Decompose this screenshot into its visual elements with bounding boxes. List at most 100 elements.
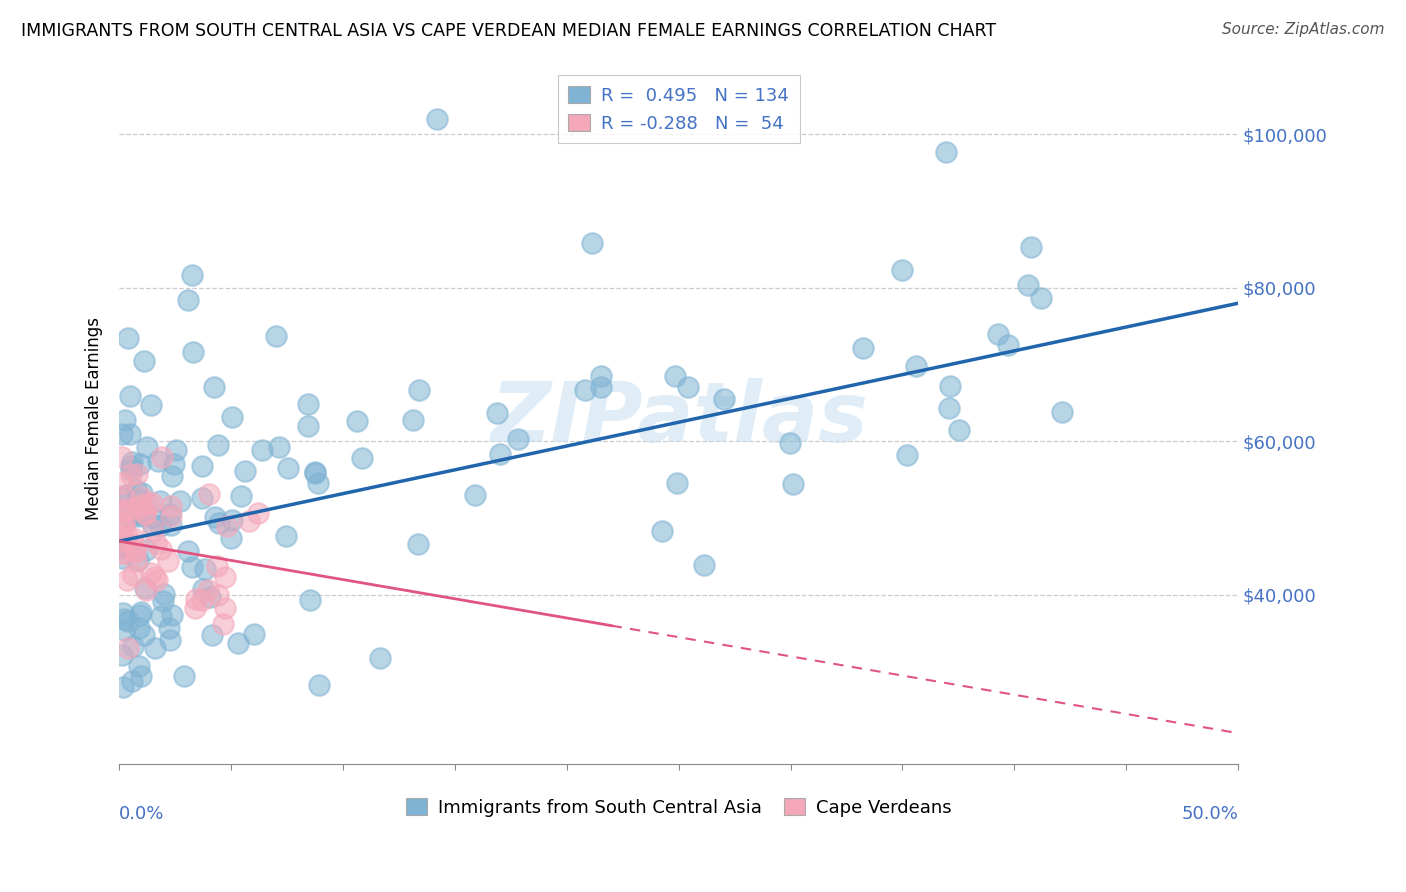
Point xyxy=(191,458,214,473)
Point xyxy=(145,536,167,550)
Point xyxy=(129,490,152,504)
Point xyxy=(112,612,135,626)
Point xyxy=(214,600,236,615)
Point xyxy=(589,369,612,384)
Point xyxy=(779,436,801,450)
Point xyxy=(426,112,449,126)
Point xyxy=(110,475,132,490)
Point xyxy=(114,623,136,637)
Point xyxy=(489,447,512,461)
Point xyxy=(122,538,145,552)
Point xyxy=(134,581,156,595)
Point xyxy=(184,601,207,615)
Point xyxy=(115,529,138,543)
Point xyxy=(152,594,174,608)
Point xyxy=(214,569,236,583)
Point xyxy=(125,492,148,507)
Point xyxy=(207,437,229,451)
Point xyxy=(1017,277,1039,292)
Legend: Immigrants from South Central Asia, Cape Verdeans: Immigrants from South Central Asia, Cape… xyxy=(398,790,959,824)
Point xyxy=(231,489,253,503)
Point xyxy=(110,546,132,560)
Point xyxy=(110,551,132,566)
Text: IMMIGRANTS FROM SOUTH CENTRAL ASIA VS CAPE VERDEAN MEDIAN FEMALE EARNINGS CORREL: IMMIGRANTS FROM SOUTH CENTRAL ASIA VS CA… xyxy=(21,22,997,40)
Point xyxy=(143,641,166,656)
Point xyxy=(226,636,249,650)
Point xyxy=(112,606,135,620)
Point xyxy=(202,380,225,394)
Point xyxy=(350,451,373,466)
Point xyxy=(110,450,132,464)
Point xyxy=(713,392,735,406)
Point xyxy=(149,493,172,508)
Point xyxy=(160,509,183,524)
Point xyxy=(135,582,157,597)
Point xyxy=(142,524,165,538)
Point xyxy=(152,587,174,601)
Point xyxy=(112,516,135,530)
Point xyxy=(169,494,191,508)
Point xyxy=(120,510,142,524)
Point xyxy=(1050,405,1073,419)
Point xyxy=(110,519,132,533)
Point xyxy=(110,505,132,519)
Point xyxy=(110,533,132,547)
Text: ZIPatlas: ZIPatlas xyxy=(489,378,868,458)
Point xyxy=(939,379,962,393)
Point xyxy=(905,359,928,374)
Point xyxy=(111,490,134,504)
Point xyxy=(304,465,326,479)
Point xyxy=(141,496,163,510)
Point xyxy=(115,488,138,502)
Point xyxy=(464,488,486,502)
Point xyxy=(181,344,204,359)
Point xyxy=(368,650,391,665)
Point xyxy=(120,426,142,441)
Point xyxy=(221,513,243,527)
Point xyxy=(129,498,152,512)
Point xyxy=(112,490,135,504)
Point xyxy=(692,558,714,573)
Point xyxy=(135,440,157,454)
Point xyxy=(111,680,134,694)
Point xyxy=(110,503,132,517)
Text: 0.0%: 0.0% xyxy=(120,805,165,823)
Point xyxy=(308,475,330,490)
Point xyxy=(141,566,163,581)
Point xyxy=(948,423,970,437)
Point xyxy=(346,414,368,428)
Point xyxy=(297,397,319,411)
Point xyxy=(120,467,142,482)
Point xyxy=(135,543,157,558)
Point xyxy=(197,582,219,597)
Point xyxy=(117,640,139,655)
Point xyxy=(173,668,195,682)
Point xyxy=(250,443,273,458)
Point xyxy=(160,499,183,513)
Point xyxy=(149,609,172,624)
Point xyxy=(141,510,163,524)
Point xyxy=(508,432,530,446)
Point xyxy=(111,533,134,548)
Point xyxy=(149,541,172,556)
Point xyxy=(125,467,148,481)
Point xyxy=(129,507,152,521)
Point xyxy=(111,546,134,560)
Point xyxy=(160,469,183,483)
Point xyxy=(191,593,214,607)
Point xyxy=(233,464,256,478)
Point xyxy=(242,627,264,641)
Point xyxy=(143,570,166,584)
Point xyxy=(221,410,243,425)
Point xyxy=(574,383,596,397)
Point xyxy=(124,544,146,558)
Point xyxy=(205,558,228,573)
Point xyxy=(111,426,134,441)
Point xyxy=(666,475,689,490)
Point xyxy=(118,389,141,403)
Text: 50.0%: 50.0% xyxy=(1181,805,1239,823)
Point xyxy=(664,368,686,383)
Point xyxy=(121,639,143,653)
Point xyxy=(117,615,139,629)
Point xyxy=(112,541,135,555)
